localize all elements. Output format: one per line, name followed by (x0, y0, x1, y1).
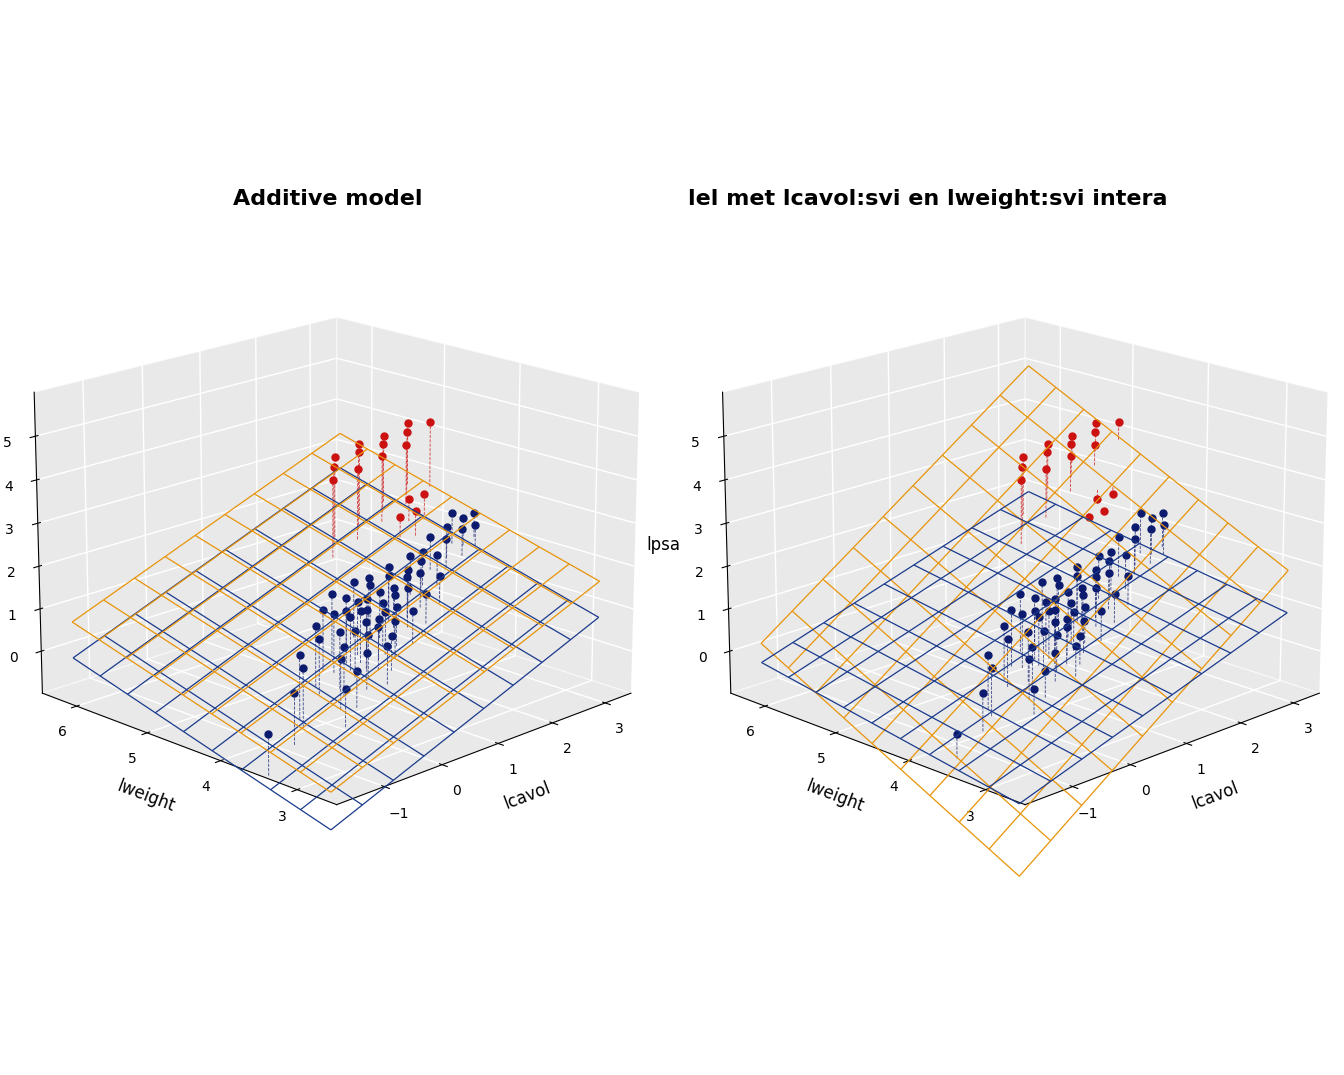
X-axis label: lcavol: lcavol (501, 778, 552, 813)
Y-axis label: lweight: lweight (802, 776, 866, 815)
Y-axis label: lweight: lweight (114, 776, 177, 815)
Text: lel met lcavol:svi en lweight:svi intera: lel met lcavol:svi en lweight:svi intera (688, 189, 1168, 209)
X-axis label: lcavol: lcavol (1189, 778, 1242, 813)
Title: Additive model: Additive model (233, 189, 422, 209)
